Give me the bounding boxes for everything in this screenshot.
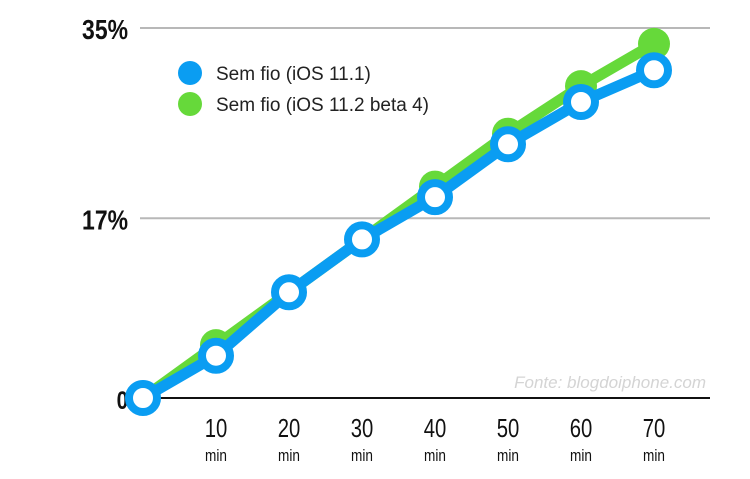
- x-axis-ticks: 10 min 20 min 30 min 40 min 50 min 60 min 70 min: [205, 414, 666, 466]
- y-tick-label: 17%: [82, 205, 128, 236]
- data-point: [271, 274, 307, 311]
- y-axis-ticks: 0 17% 35%: [82, 15, 128, 415]
- data-point: [563, 84, 599, 120]
- source-credit: Fonte: blogdoiphone.com: [514, 373, 706, 392]
- x-tick-unit: min: [205, 447, 227, 466]
- legend-label: Sem fio (iOS 11.2 beta 4): [216, 95, 429, 116]
- legend-swatch: [178, 92, 202, 116]
- series-layer: [125, 27, 672, 416]
- x-tick-label: 10: [205, 414, 228, 443]
- x-tick-unit: min: [278, 447, 300, 466]
- x-tick-label: 20: [278, 414, 301, 443]
- legend: Sem fio (iOS 11.1) Sem fio (iOS 11.2 beta…: [178, 61, 429, 116]
- series-1: [125, 52, 672, 416]
- x-tick-unit: min: [424, 447, 446, 466]
- legend-swatch: [178, 61, 202, 85]
- data-point: [417, 179, 453, 216]
- data-point: [198, 337, 234, 374]
- x-tick-label: 40: [424, 414, 447, 443]
- x-tick-label: 50: [497, 414, 520, 443]
- grid-lines: [140, 27, 710, 220]
- data-point: [344, 221, 380, 258]
- y-tick-label: 0: [117, 386, 128, 414]
- data-point: [636, 52, 672, 89]
- x-tick-unit: min: [497, 447, 519, 466]
- x-tick-unit: min: [570, 447, 592, 466]
- data-point: [490, 126, 526, 163]
- data-point: [125, 380, 161, 416]
- x-tick-label: 60: [570, 414, 593, 443]
- x-tick-label: 70: [643, 414, 666, 443]
- legend-label: Sem fio (iOS 11.1): [216, 64, 371, 85]
- x-tick-unit: min: [643, 447, 665, 466]
- data-point: [638, 27, 670, 60]
- y-tick-label: 35%: [82, 15, 128, 46]
- x-tick-unit: min: [351, 447, 373, 466]
- x-tick-label: 30: [351, 414, 374, 443]
